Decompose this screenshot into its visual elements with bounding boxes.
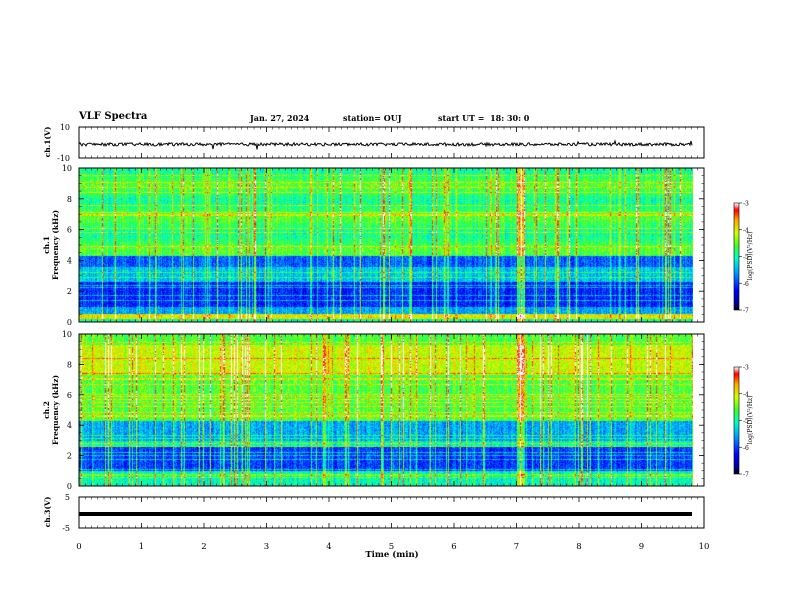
colorbar-tick-label: -3 xyxy=(743,201,749,208)
x-tick-label: 6 xyxy=(451,542,456,552)
ch2-colorbar xyxy=(734,367,739,474)
colorbar-tick-label: -5 xyxy=(743,418,749,425)
ch1-colorbar-frame xyxy=(733,202,740,311)
y-tick-label: 6 xyxy=(67,226,72,235)
x-tick-label: 10 xyxy=(699,542,710,552)
x-tick-label: 4 xyxy=(326,542,331,552)
ch1-colorbar-label: log(PSD)(V²/Hz) xyxy=(747,232,754,281)
x-tick-label: 3 xyxy=(264,542,269,552)
ch1-spectrogram-ylabel-line2: Frequency (kHz) xyxy=(51,210,60,280)
colorbar-tick-label: -5 xyxy=(743,254,749,261)
x-tick-label: 5 xyxy=(389,542,394,552)
ch1-ytick-bottom: -10 xyxy=(57,154,70,163)
colorbar-tick-label: -4 xyxy=(743,227,749,234)
x-tick-label: 0 xyxy=(76,542,81,552)
colorbar-tick-label: -6 xyxy=(743,445,749,452)
x-tick-label: 9 xyxy=(639,542,644,552)
ch3-waveform xyxy=(79,512,692,517)
ch3-waveform-ylabel: ch.3(V) xyxy=(43,497,52,528)
y-tick-label: 8 xyxy=(67,195,72,204)
ch1-waveform xyxy=(79,139,693,150)
ch2-colorbar-label: log(PSD)(V²/Hz) xyxy=(747,396,754,445)
ch2-colorbar-frame xyxy=(733,366,740,475)
ch2-spectrogram xyxy=(79,334,693,486)
colorbar-tick-label: -4 xyxy=(743,391,749,398)
ch3-ytick-top: 5 xyxy=(65,493,70,502)
y-tick-label: 2 xyxy=(67,287,72,296)
x-axis-label: Time (min) xyxy=(365,549,418,560)
ch1-spectrogram-frame xyxy=(78,167,705,323)
ch2-spectrogram-ylabel-line1: ch.2 xyxy=(42,401,51,419)
y-tick-label: 10 xyxy=(62,164,72,173)
y-tick-label: 8 xyxy=(67,360,72,369)
ch1-ytick-top: 10 xyxy=(60,123,70,132)
ch3-ytick-bottom: -5 xyxy=(62,524,70,533)
colorbar-tick-label: -6 xyxy=(743,281,749,288)
x-tick-label: 1 xyxy=(139,542,144,552)
ch2-spectrogram-frame xyxy=(78,333,705,487)
y-tick-label: 0 xyxy=(67,482,72,491)
station-label: station= OUJ xyxy=(343,113,402,123)
ch1-colorbar xyxy=(734,203,739,310)
ch1-spectrogram-ylabel-line1: ch.1 xyxy=(42,236,51,254)
y-tick-label: 4 xyxy=(67,421,72,430)
y-tick-label: 4 xyxy=(67,256,72,265)
colorbar-tick-label: -7 xyxy=(743,472,749,479)
ch2-spectrogram-ylabel-line2: Frequency (kHz) xyxy=(51,375,60,445)
y-tick-label: 0 xyxy=(67,318,72,327)
y-tick-label: 6 xyxy=(67,391,72,400)
figure-title: VLF Spectra xyxy=(79,111,148,122)
y-tick-label: 10 xyxy=(62,330,72,339)
ch1-spectrogram xyxy=(79,168,693,322)
ch1-waveform-ylabel: ch.1(V) xyxy=(43,127,52,158)
start-time-label: start UT = 18: 30: 0 xyxy=(438,113,530,123)
date-label: Jan. 27, 2024 xyxy=(250,113,310,123)
colorbar-tick-label: -3 xyxy=(743,365,749,372)
y-tick-label: 2 xyxy=(67,452,72,461)
x-tick-label: 2 xyxy=(201,542,206,552)
waveform-trace xyxy=(79,139,693,150)
x-tick-label: 8 xyxy=(576,542,581,552)
x-tick-label: 7 xyxy=(514,542,519,552)
colorbar-tick-label: -7 xyxy=(743,308,749,315)
